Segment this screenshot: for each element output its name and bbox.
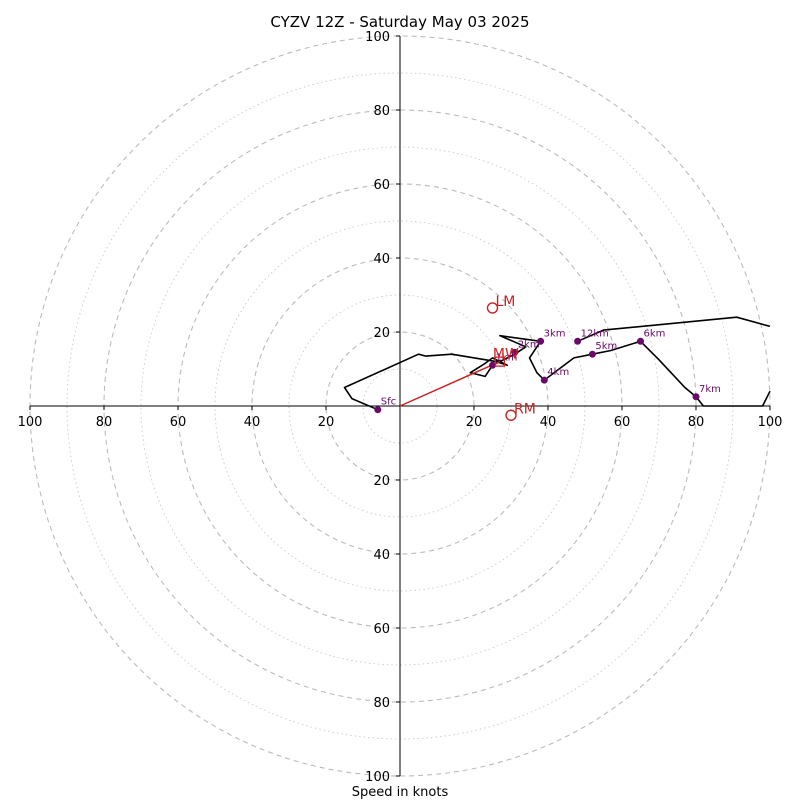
mean-wind-marker bbox=[494, 356, 506, 367]
height-marker-label: Sfc bbox=[381, 397, 396, 408]
y-tick-label: 40 bbox=[373, 548, 390, 563]
x-tick-label: 40 bbox=[540, 415, 557, 430]
height-marker-dot bbox=[588, 350, 596, 358]
storm-motion-markers: LM RM MW bbox=[486, 294, 536, 421]
height-marker-label: 7km bbox=[699, 384, 721, 395]
height-marker-label: 1km bbox=[496, 352, 518, 363]
height-marker-dot bbox=[489, 361, 496, 369]
left-mover-marker bbox=[486, 302, 499, 314]
x-tick-label: 20 bbox=[318, 415, 335, 430]
chart-title: CYZV 12Z - Saturday May 03 2025 bbox=[270, 13, 529, 31]
height-marker-label: 5km bbox=[595, 341, 617, 352]
x-tick-label: 40 bbox=[244, 415, 261, 430]
tick-labels: 100 80 60 40 20 20 40 60 80 100 100 80 60 40 20 20 40 60 8… bbox=[18, 30, 783, 785]
x-tick-label: 60 bbox=[614, 415, 631, 430]
y-tick-label: 40 bbox=[373, 252, 390, 267]
mean-wind-label: MW bbox=[493, 347, 519, 363]
x-tick-label: 80 bbox=[96, 415, 113, 430]
right-mover-marker bbox=[505, 409, 517, 421]
height-marker-label: 6km bbox=[644, 328, 666, 339]
height-marker-dot bbox=[574, 337, 582, 345]
height-marker-dot bbox=[374, 406, 382, 414]
y-tick-label: 60 bbox=[373, 178, 390, 193]
right-mover-label: RM bbox=[514, 401, 536, 417]
height-marker-dot bbox=[637, 337, 644, 345]
y-tick-label: 80 bbox=[373, 104, 390, 119]
y-tick-label: 60 bbox=[373, 622, 390, 637]
y-tick-label: 100 bbox=[365, 770, 390, 785]
height-marker-dot bbox=[511, 348, 519, 356]
x-tick-label: 100 bbox=[18, 415, 43, 430]
y-tick-label: 20 bbox=[373, 326, 390, 341]
x-tick-label: 100 bbox=[758, 415, 783, 430]
height-marker-label: 4km bbox=[547, 367, 569, 378]
height-marker-dot bbox=[537, 337, 545, 345]
hodograph-trace bbox=[343, 316, 771, 411]
hodograph-line bbox=[343, 334, 771, 411]
left-mover-label: LM bbox=[496, 294, 516, 310]
x-tick-label: 60 bbox=[170, 415, 187, 430]
height-marker-dot bbox=[540, 376, 548, 384]
x-axis-label: Speed in knots bbox=[352, 785, 449, 800]
y-tick-label: 80 bbox=[373, 696, 390, 711]
y-tick-label: 20 bbox=[373, 474, 390, 489]
hodograph-line-upper bbox=[577, 316, 771, 343]
height-marker-label: 3km bbox=[544, 328, 566, 339]
x-tick-label: 80 bbox=[688, 415, 705, 430]
height-marker-dot bbox=[692, 393, 700, 401]
height-marker-label: 12km bbox=[581, 328, 609, 339]
x-tick-label: 20 bbox=[466, 415, 483, 430]
shear-vector-line bbox=[399, 360, 501, 407]
y-tick-label: 100 bbox=[365, 30, 390, 45]
height-marker-label: 2km bbox=[518, 339, 540, 350]
